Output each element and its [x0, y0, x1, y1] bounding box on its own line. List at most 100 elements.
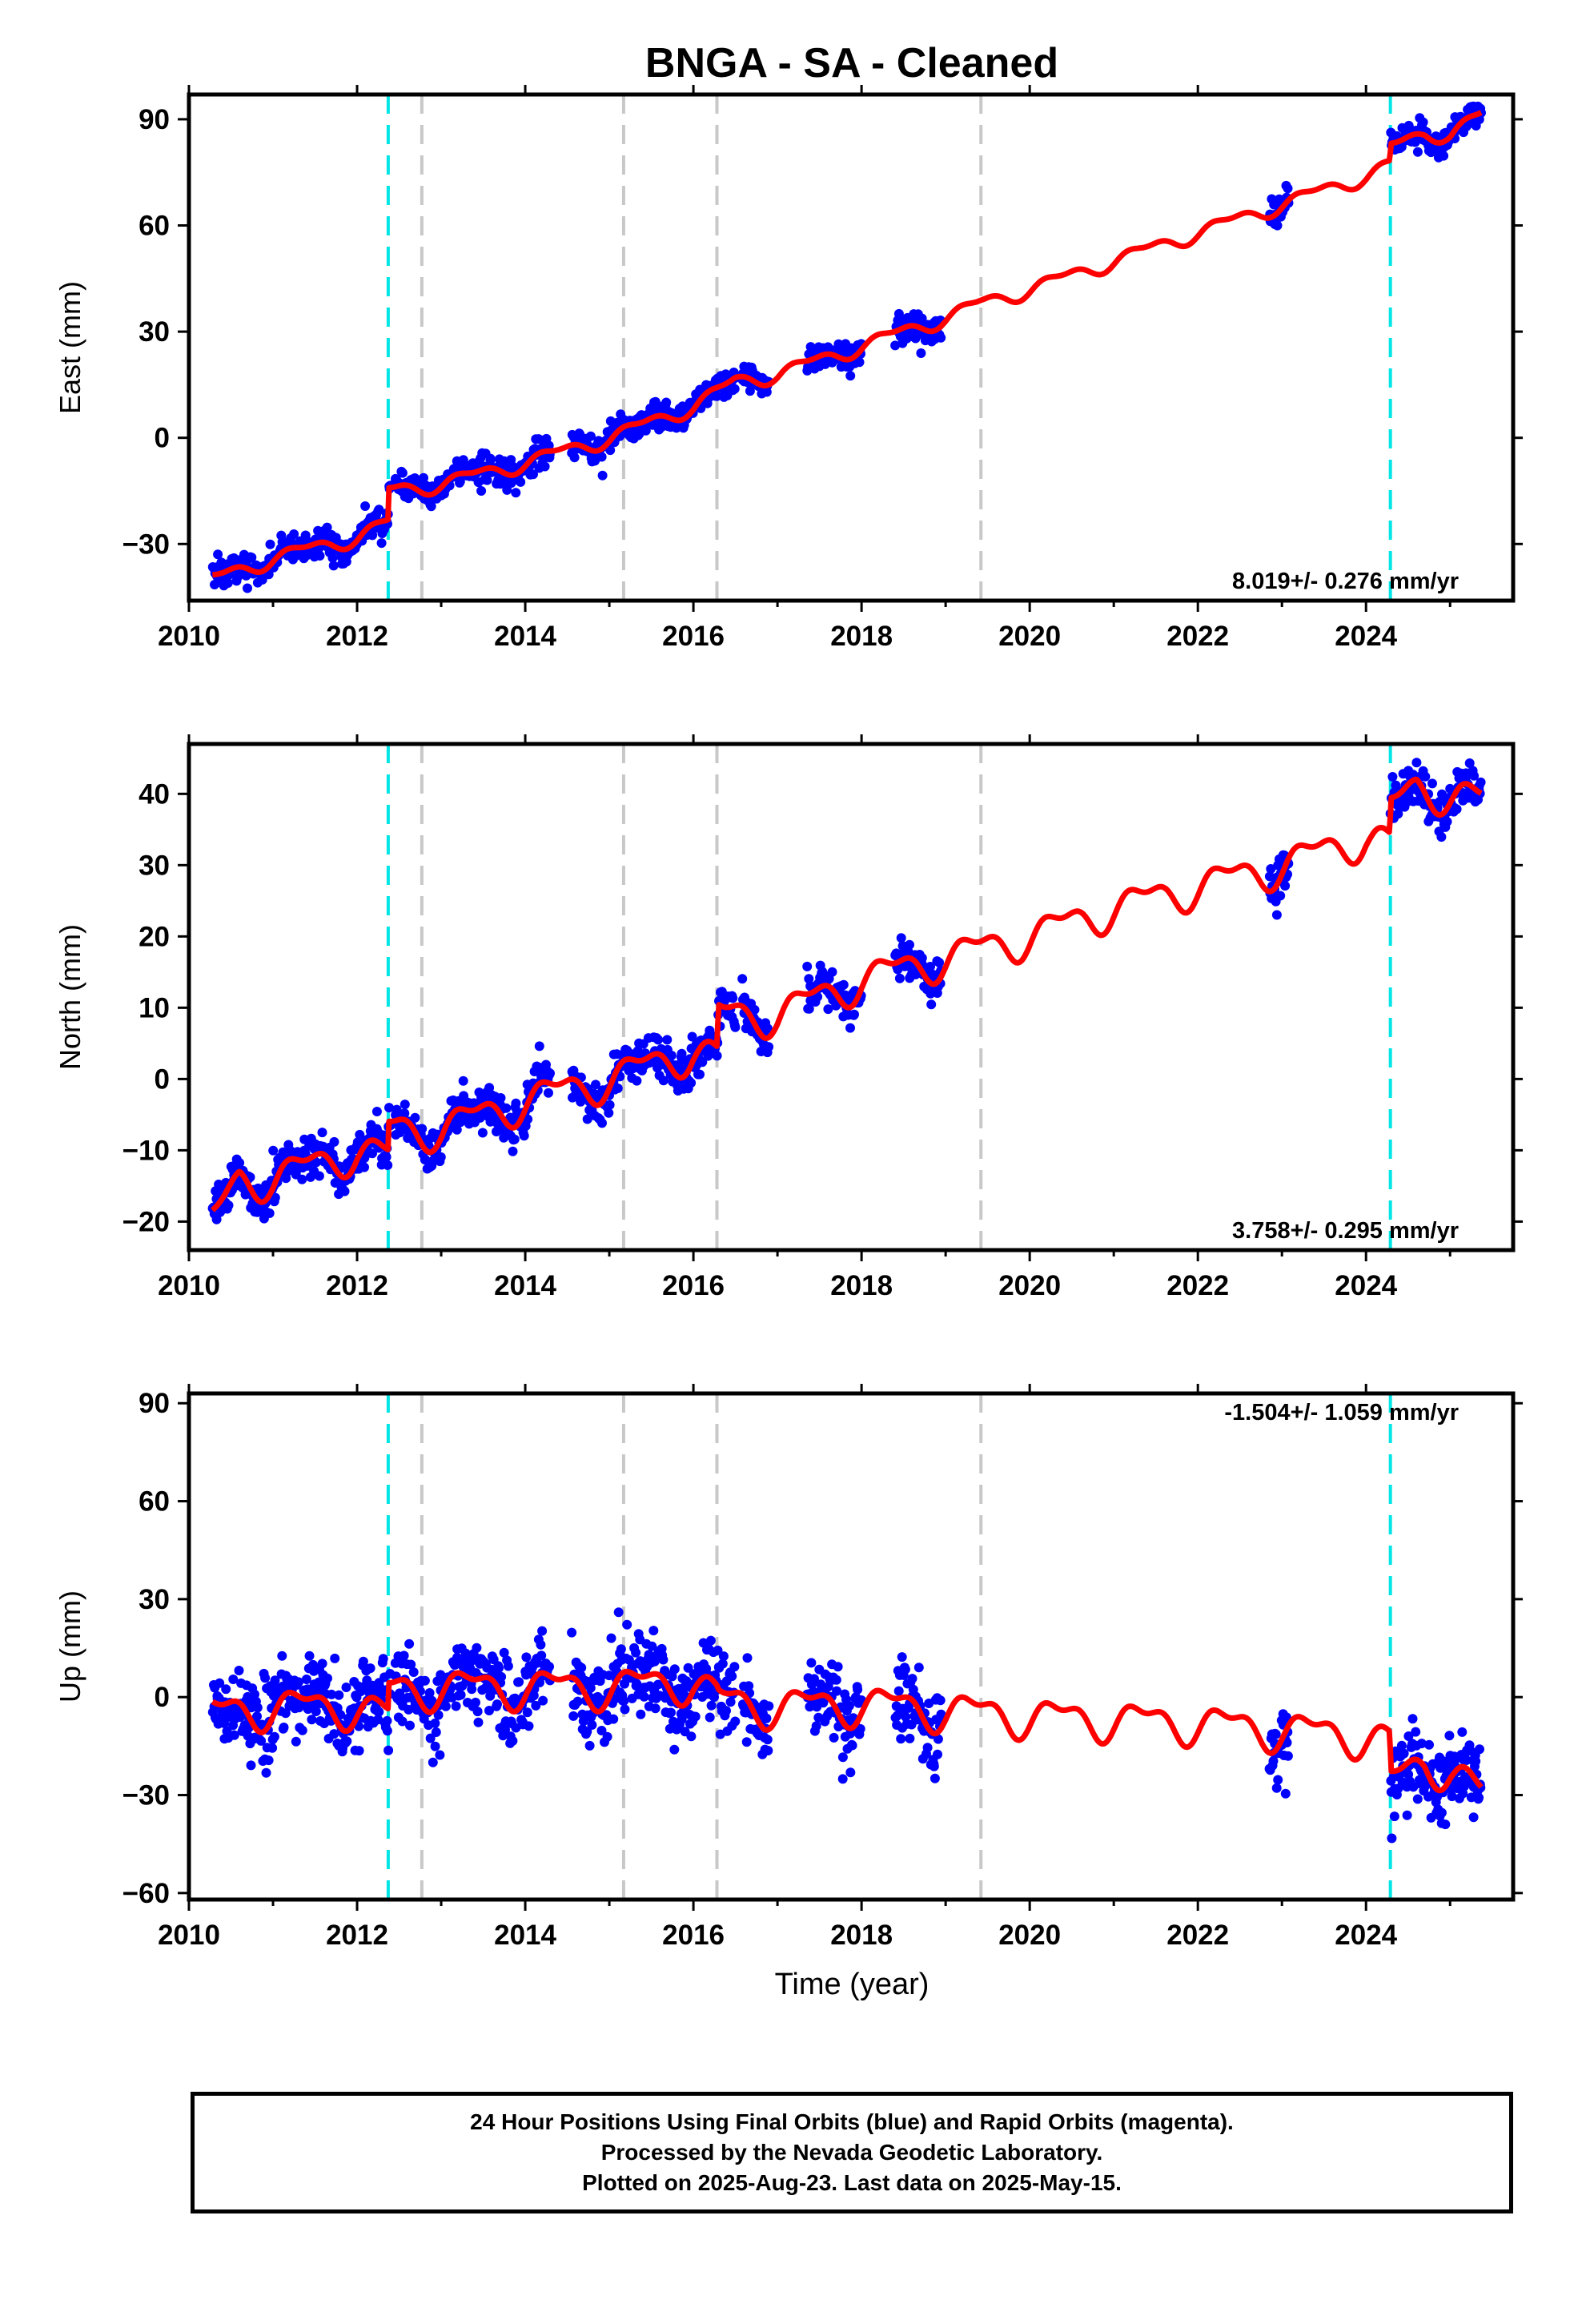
east-data-point [917, 313, 927, 324]
east-data-point [426, 501, 436, 512]
up-data-point [1403, 1731, 1414, 1741]
up-data-point [428, 1757, 438, 1767]
up-data-point [329, 1729, 339, 1739]
up-data-point [334, 1690, 344, 1700]
north-data-point [730, 1022, 741, 1032]
north-data-point [838, 979, 849, 990]
east-data-point [419, 472, 428, 483]
north-data-point [662, 1035, 673, 1045]
north-data-point [359, 1162, 369, 1172]
up-data-point [639, 1691, 649, 1702]
north-data-point [268, 1145, 279, 1156]
north-data-point [264, 1208, 275, 1218]
east-data-point [597, 470, 608, 480]
north-data-point [728, 993, 738, 1003]
up-data-point [330, 1653, 340, 1663]
up-y-tick-label: 60 [139, 1486, 170, 1518]
up-ylabel: Up (mm) [54, 1590, 86, 1703]
up-data-point [763, 1746, 773, 1755]
up-data-point [1271, 1783, 1282, 1793]
north-data-point [1476, 777, 1486, 787]
up-data-point [833, 1662, 843, 1672]
up-data-point [730, 1716, 741, 1727]
up-data-point [537, 1626, 548, 1636]
north-data-point [804, 974, 814, 984]
footer-line-1: 24 Hour Positions Using Final Orbits (bl… [470, 2109, 1234, 2134]
north-data-point [749, 1004, 760, 1015]
up-data-point [705, 1635, 716, 1646]
up-data-point [280, 1708, 291, 1719]
up-data-point [913, 1663, 924, 1673]
up-x-tick-label: 2016 [662, 1920, 725, 1951]
north-data-point [1387, 772, 1398, 782]
up-data-point [382, 1715, 392, 1726]
up-data-point [382, 1726, 392, 1736]
east-data-point [1272, 220, 1283, 231]
east-data-point [257, 574, 267, 585]
up-data-point [341, 1683, 351, 1692]
up-y-tick-label: −30 [122, 1780, 170, 1811]
up-plot-area [207, 1393, 1486, 1900]
up-data-point [741, 1737, 752, 1747]
north-data-point [658, 1076, 669, 1086]
up-data-point [536, 1639, 546, 1650]
north-data-point [582, 1114, 592, 1124]
east-data-point [511, 488, 521, 498]
north-y-tick-label: −10 [122, 1135, 170, 1166]
north-data-point [436, 1152, 446, 1162]
north-data-point [712, 1051, 722, 1061]
up-data-point [816, 1679, 826, 1690]
up-panel: 2010 2012 2014 2016 2018 2020 2022 2024 −60 −30 0 3… [54, 1384, 1523, 1951]
up-data-point [471, 1697, 480, 1707]
up-data-point [397, 1716, 408, 1727]
north-panel: 2010 2012 2014 2016 2018 2020 2022 2024 −20 −10 0 1… [54, 734, 1523, 1301]
up-data-point [1457, 1727, 1468, 1737]
up-data-point [636, 1709, 646, 1719]
east-data-point [328, 561, 339, 571]
up-data-point [229, 1730, 239, 1740]
up-data-point [404, 1704, 414, 1715]
up-data-point [935, 1695, 946, 1706]
up-data-point [535, 1678, 544, 1687]
north-data-point [934, 958, 945, 967]
up-data-point [666, 1707, 676, 1718]
up-data-point [252, 1703, 263, 1713]
north-data-point [827, 967, 837, 977]
north-data-point [420, 1155, 431, 1165]
north-ylabel: North (mm) [54, 924, 86, 1070]
up-data-point [544, 1662, 554, 1672]
east-data-point [213, 549, 223, 560]
north-data-point [926, 962, 935, 971]
north-data-point [737, 974, 748, 984]
north-data-point [1391, 780, 1401, 790]
north-data-point [849, 1009, 859, 1019]
up-data-point [1447, 1791, 1457, 1802]
up-data-point [1411, 1727, 1421, 1737]
up-data-point [425, 1733, 436, 1743]
north-x-tick-label: 2020 [998, 1270, 1061, 1301]
north-y-tick-label: 10 [139, 992, 170, 1023]
east-data-point [528, 469, 538, 480]
up-data-point [327, 1689, 337, 1699]
east-plot-area [207, 94, 1486, 601]
up-data-point [900, 1664, 910, 1675]
up-data-point [582, 1727, 592, 1737]
up-data-point [613, 1607, 624, 1618]
east-data-point [890, 340, 901, 351]
up-data-point [374, 1707, 384, 1717]
north-model-curve [210, 776, 1484, 1212]
east-data-point [502, 485, 512, 495]
east-data-point [315, 551, 325, 561]
north-data-point [297, 1174, 307, 1184]
north-data-point [534, 1041, 544, 1051]
up-data-point [653, 1679, 663, 1690]
up-data-point [568, 1711, 579, 1721]
up-data-point [742, 1653, 753, 1663]
up-data-point [514, 1677, 524, 1687]
east-data-point [650, 396, 661, 407]
up-data-point [263, 1755, 274, 1766]
north-data-point [823, 1004, 833, 1015]
up-data-point [1271, 1729, 1281, 1739]
up-x-tick-label: 2020 [998, 1920, 1061, 1951]
up-data-point [620, 1704, 630, 1715]
